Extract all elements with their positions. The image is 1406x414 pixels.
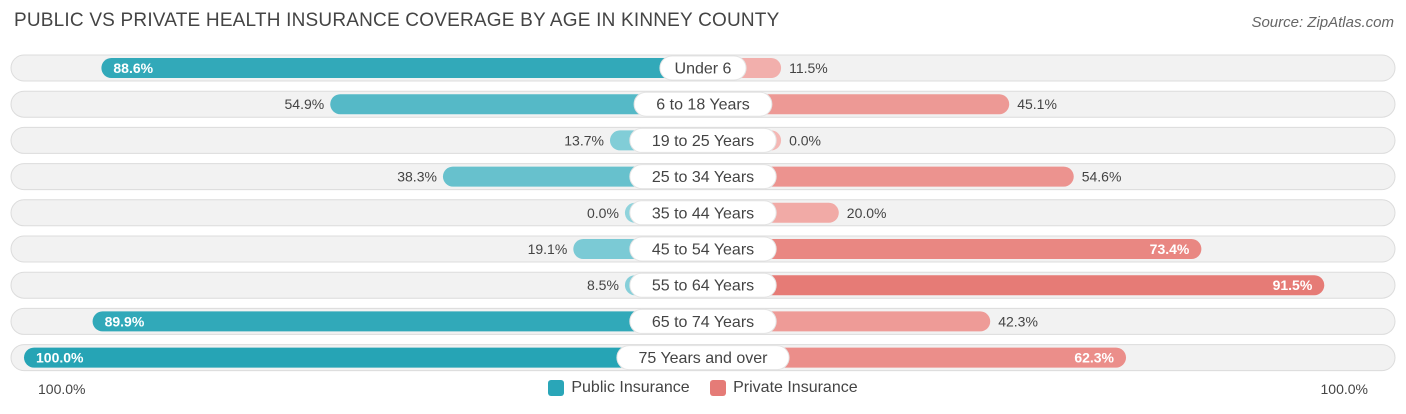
public-value-label: 89.9% <box>105 313 145 329</box>
public-value-label: 8.5% <box>587 277 619 293</box>
private-value-label: 0.0% <box>789 132 821 148</box>
category-pill <box>629 200 777 226</box>
legend-label-public: Public Insurance <box>571 379 690 396</box>
category-pill <box>629 272 777 298</box>
category-label: 35 to 44 Years <box>652 205 754 222</box>
legend: Public Insurance Private Insurance <box>0 379 1406 401</box>
category-label: 55 to 64 Years <box>652 278 754 295</box>
private-bar <box>703 275 1325 296</box>
public-value-label: 38.3% <box>397 169 437 185</box>
public-bar <box>330 94 703 115</box>
public-bar <box>101 58 703 78</box>
category-pill <box>629 308 777 334</box>
category-label: 65 to 74 Years <box>652 314 754 331</box>
public-value-label: 0.0% <box>587 205 619 221</box>
category-label: 19 to 25 Years <box>652 133 754 150</box>
legend-label-private: Private Insurance <box>733 379 858 396</box>
private-bar <box>703 347 1127 368</box>
private-bar <box>703 166 1074 187</box>
category-pill <box>629 127 777 153</box>
category-label: 6 to 18 Years <box>656 97 749 114</box>
category-pill <box>659 55 747 81</box>
legend-item-public: Public Insurance <box>548 379 690 397</box>
public-bar <box>92 311 704 332</box>
public-value-label: 13.7% <box>564 132 604 148</box>
legend-item-private: Private Insurance <box>710 379 858 397</box>
chart-title: PUBLIC VS PRIVATE HEALTH INSURANCE COVER… <box>14 10 780 31</box>
private-value-label: 11.5% <box>789 60 828 76</box>
public-value-label: 88.6% <box>113 60 153 76</box>
category-pill <box>633 91 773 117</box>
private-bar <box>703 94 1010 115</box>
axis-right-label: 100.0% <box>1320 381 1368 397</box>
category-label: 75 Years and over <box>639 350 769 367</box>
private-value-label: 42.3% <box>998 313 1038 329</box>
category-label: 45 to 54 Years <box>652 242 754 259</box>
legend-swatch-private <box>710 380 727 396</box>
category-pill <box>616 345 790 371</box>
public-value-label: 100.0% <box>36 350 84 366</box>
legend-swatch-public <box>548 380 565 396</box>
category-pill <box>629 164 777 190</box>
category-label: Under 6 <box>675 61 732 78</box>
public-value-label: 54.9% <box>285 96 325 112</box>
category-pill <box>629 236 777 262</box>
source-label: Source: ZipAtlas.com <box>1251 14 1394 31</box>
public-bar <box>24 347 703 368</box>
private-value-label: 62.3% <box>1074 350 1114 366</box>
private-bar <box>703 239 1202 259</box>
private-value-label: 73.4% <box>1150 241 1190 257</box>
chart-plot: Under 6 88.6% 11.5% 6 to 18 Years 54.9% 45.1%… <box>10 54 1396 372</box>
private-value-label: 54.6% <box>1082 169 1122 185</box>
public-value-label: 19.1% <box>528 241 568 257</box>
private-value-label: 91.5% <box>1273 277 1313 293</box>
private-value-label: 20.0% <box>847 205 887 221</box>
private-value-label: 45.1% <box>1017 96 1057 112</box>
category-label: 25 to 34 Years <box>652 169 754 186</box>
axis-left-label: 100.0% <box>38 381 86 397</box>
